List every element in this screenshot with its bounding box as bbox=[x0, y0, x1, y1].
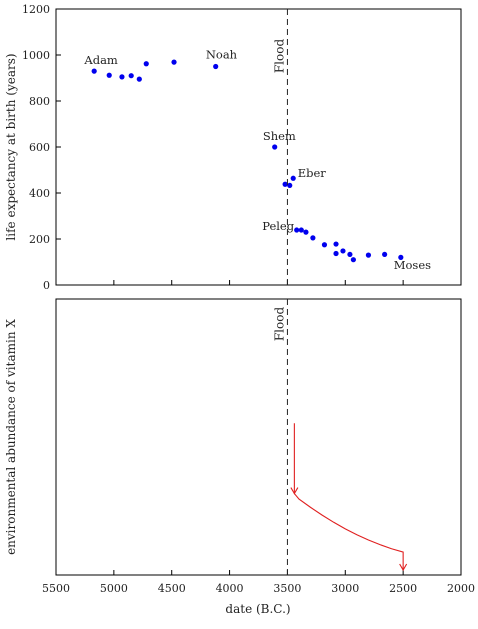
top-y-axis: 0 200 400 600 800 1000 1200 bbox=[22, 3, 462, 292]
data-point bbox=[298, 227, 304, 233]
point-annotation: Noah bbox=[206, 47, 238, 61]
point-annotation: Peleg bbox=[262, 219, 295, 233]
data-point bbox=[287, 182, 293, 189]
x-tick-label: 5000 bbox=[100, 582, 128, 595]
top-flood-label: Flood bbox=[272, 39, 286, 74]
data-point bbox=[282, 181, 288, 187]
x-tick-label: 3500 bbox=[273, 582, 301, 595]
x-tick-label: 2000 bbox=[447, 582, 475, 595]
data-point bbox=[91, 68, 97, 74]
data-point bbox=[303, 229, 309, 235]
data-point bbox=[333, 250, 339, 257]
data-point bbox=[340, 248, 346, 254]
data-point bbox=[382, 251, 388, 258]
point-annotation: Eber bbox=[298, 166, 327, 180]
top-y-label: life expectancy at birth (years) bbox=[4, 53, 18, 240]
x-tick-label: 4500 bbox=[158, 582, 186, 595]
point-annotation: Shem bbox=[263, 129, 296, 143]
data-point bbox=[128, 73, 134, 79]
point-annotation: Adam bbox=[83, 53, 118, 67]
data-point bbox=[272, 144, 278, 150]
data-point bbox=[398, 254, 404, 260]
vitamin-curve bbox=[293, 423, 404, 571]
y-tick-label: 0 bbox=[43, 279, 50, 292]
x-tick-label: 5500 bbox=[42, 582, 70, 595]
data-point bbox=[213, 63, 219, 70]
x-tick-label: 2500 bbox=[389, 582, 417, 595]
bottom-curve bbox=[290, 423, 408, 572]
bottom-x-axis: 5500 5000 4500 4000 3500 3000 2500 2000 bbox=[42, 570, 475, 595]
data-point bbox=[294, 227, 300, 233]
y-tick-label: 400 bbox=[29, 187, 50, 200]
point-annotation: Moses bbox=[394, 258, 431, 272]
data-point bbox=[347, 251, 353, 258]
data-point bbox=[333, 241, 339, 247]
data-point bbox=[350, 257, 356, 263]
x-axis-label: date (B.C.) bbox=[225, 602, 290, 616]
data-point bbox=[119, 74, 125, 80]
data-point bbox=[365, 252, 372, 258]
bottom-plot-frame bbox=[55, 298, 462, 576]
y-tick-label: 1000 bbox=[22, 49, 50, 62]
x-tick-label: 4000 bbox=[216, 582, 244, 595]
y-tick-label: 1200 bbox=[22, 3, 50, 16]
data-point bbox=[321, 242, 328, 248]
data-point bbox=[106, 72, 112, 78]
top-panel: 0 200 400 600 800 1000 1200 Adam Noah Shem Eber Pe… bbox=[4, 3, 462, 292]
top-data-points bbox=[91, 59, 404, 263]
y-tick-label: 600 bbox=[29, 141, 50, 154]
arrowhead bbox=[290, 487, 299, 495]
bottom-panel: 5500 5000 4500 4000 3500 3000 2500 2000 Flood e… bbox=[4, 298, 475, 616]
arrowhead bbox=[399, 563, 408, 572]
y-tick-label: 200 bbox=[29, 233, 50, 246]
bottom-flood-label: Flood bbox=[272, 307, 286, 342]
top-annotations: Adam Noah Shem Eber Peleg Moses bbox=[83, 47, 431, 271]
x-tick-label: 3000 bbox=[331, 582, 359, 595]
data-point bbox=[290, 175, 296, 181]
data-point bbox=[136, 76, 142, 82]
data-point bbox=[310, 235, 316, 241]
y-tick-label: 800 bbox=[29, 95, 50, 108]
data-point bbox=[171, 59, 177, 65]
top-plot-frame bbox=[55, 8, 462, 286]
data-point bbox=[143, 61, 149, 67]
bottom-y-label: environmental abundance of vitamin X bbox=[4, 319, 18, 555]
